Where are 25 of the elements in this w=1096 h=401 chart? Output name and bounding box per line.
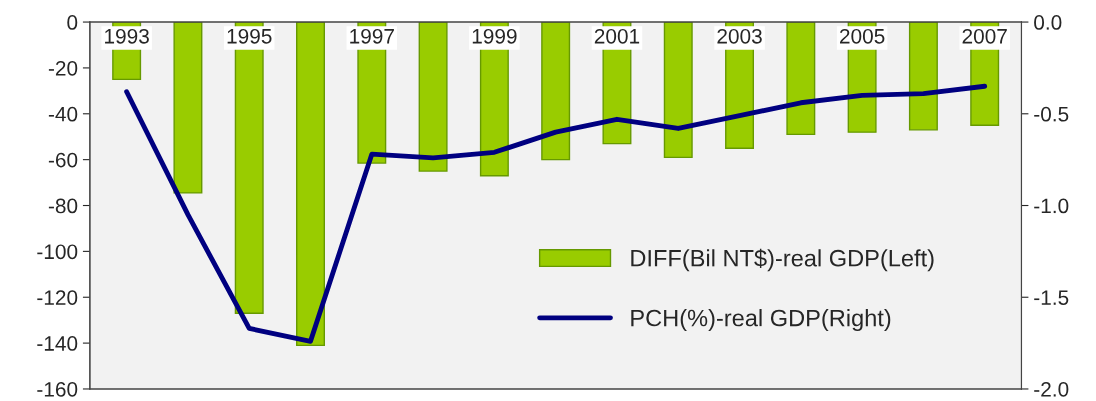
x-tick-label: 1995 xyxy=(227,28,272,44)
y-tick-label: -160 xyxy=(37,381,78,397)
y-tick-label: -80 xyxy=(48,198,78,214)
y-tick-label: -60 xyxy=(48,152,78,168)
y-tick-label: -20 xyxy=(48,60,78,76)
y-tick-label: -120 xyxy=(37,290,78,305)
x-tick-label: 1997 xyxy=(350,28,394,44)
legend-label: PCH(%)-real GDP(Right) xyxy=(631,309,891,332)
y2-tick-label: -1.5 xyxy=(1034,290,1069,305)
y-tick-label: -100 xyxy=(37,244,78,260)
x-tick-label: 2003 xyxy=(717,28,762,44)
legend-label: DIFF(Bil NT$)-real GDP(Left) xyxy=(631,248,934,272)
y2-tick-label: 0.0 xyxy=(1034,15,1062,30)
x-tick-label: 2005 xyxy=(840,28,885,44)
x-tick-label: 1999 xyxy=(472,28,517,44)
y-tick-label: 0 xyxy=(67,15,78,30)
y2-tick-label: -1.0 xyxy=(1034,198,1069,214)
x-tick-label: 2007 xyxy=(962,28,1007,44)
y2-tick-label: -0.5 xyxy=(1034,106,1069,122)
y-tick-label: -40 xyxy=(48,106,78,122)
x-tick-label: 1993 xyxy=(105,28,149,44)
x-tick-label: 2001 xyxy=(594,28,640,44)
y2-tick-label: -2.0 xyxy=(1034,381,1069,397)
y-tick-label: -140 xyxy=(37,336,78,351)
line-series xyxy=(124,83,988,344)
